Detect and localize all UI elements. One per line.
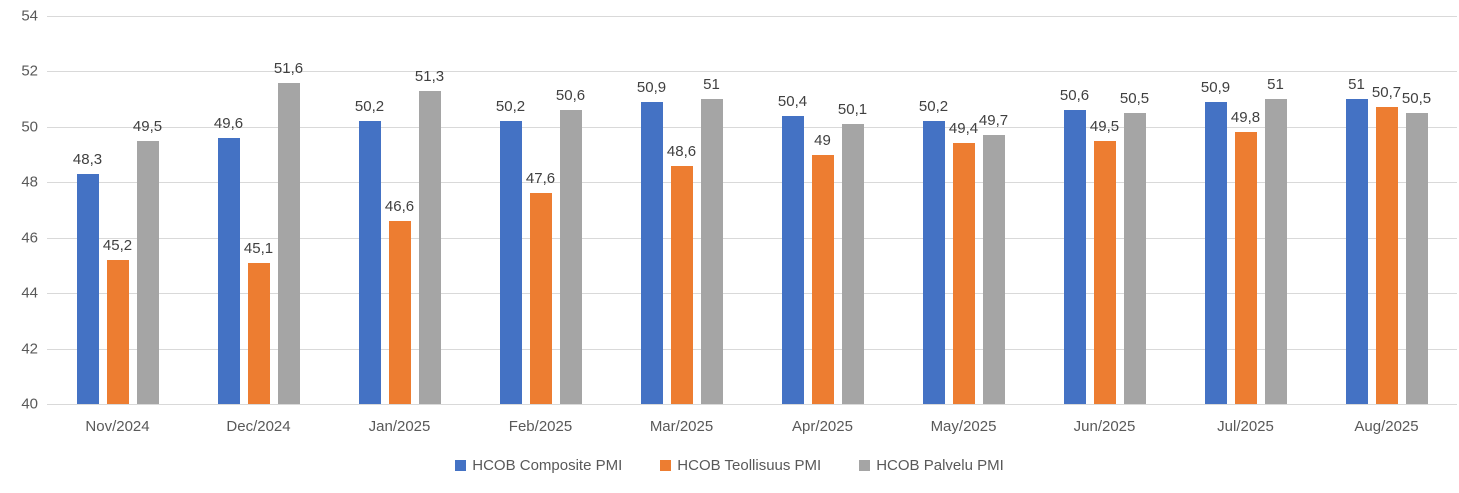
data-label: 50,1 [837, 101, 868, 119]
bar-dec-2024-series-2 [277, 82, 300, 404]
gridline-48 [47, 182, 1457, 184]
bar-jul-2025-series-0 [1204, 101, 1227, 404]
data-label: 48,3 [72, 150, 103, 168]
data-label: 50,7 [1371, 84, 1402, 102]
bar-jun-2025-series-2 [1123, 113, 1146, 404]
bar-aug-2025-series-2 [1405, 113, 1428, 404]
gridline-52 [47, 71, 1457, 73]
data-label: 51 [1267, 76, 1284, 94]
gridline-46 [47, 237, 1457, 239]
data-label: 45,2 [102, 236, 133, 254]
bar-mar-2025-series-0 [640, 101, 663, 404]
data-label: 45,1 [243, 239, 274, 257]
x-tick-label: Feb/2025 [508, 418, 573, 435]
legend-label: HCOB Teollisuus PMI [677, 457, 822, 474]
bar-jan-2025-series-0 [358, 121, 381, 404]
x-tick-label: Mar/2025 [649, 418, 714, 435]
x-tick-label: Jun/2025 [1073, 418, 1136, 435]
data-label: 51,6 [273, 59, 304, 77]
legend-swatch-icon [660, 460, 672, 471]
data-label: 49,6 [213, 114, 244, 132]
bar-nov-2024-series-2 [136, 140, 159, 404]
bar-aug-2025-series-1 [1375, 107, 1398, 404]
data-label: 49,7 [978, 112, 1009, 130]
data-label: 50,5 [1401, 90, 1432, 107]
data-label: 50,4 [777, 92, 808, 110]
data-label: 47,6 [525, 170, 556, 188]
data-label: 50,2 [495, 98, 526, 116]
data-label: 49,5 [1089, 117, 1120, 135]
y-tick-label: 44 [21, 284, 38, 302]
bar-jul-2025-series-2 [1264, 99, 1287, 404]
bar-jun-2025-series-1 [1093, 140, 1116, 404]
bar-mar-2025-series-2 [700, 99, 723, 404]
bar-jun-2025-series-0 [1063, 110, 1086, 404]
x-tick-label: May/2025 [930, 418, 997, 435]
bar-feb-2025-series-2 [559, 110, 582, 404]
bar-dec-2024-series-0 [217, 137, 240, 404]
data-label: 50,2 [918, 98, 949, 116]
bar-may-2025-series-0 [922, 121, 945, 404]
data-label: 50,2 [354, 98, 385, 116]
bar-apr-2025-series-2 [841, 124, 864, 404]
bar-aug-2025-series-0 [1345, 99, 1368, 404]
data-label: 50,6 [555, 87, 586, 105]
y-tick-label: 48 [21, 173, 38, 191]
legend-item-2: HCOB Palvelu PMI [859, 457, 1004, 474]
data-label: 50,5 [1119, 90, 1150, 107]
y-tick-label: 54 [21, 7, 38, 25]
y-tick-label: 50 [21, 118, 38, 136]
data-label: 49 [814, 131, 831, 149]
data-label: 49,8 [1230, 109, 1261, 127]
bar-apr-2025-series-0 [781, 115, 804, 404]
x-tick-label: Nov/2024 [85, 418, 150, 435]
data-label: 51,3 [414, 67, 445, 85]
data-label: 48,6 [666, 142, 697, 160]
data-label: 51 [703, 76, 720, 94]
x-tick-label: Dec/2024 [226, 418, 291, 435]
legend-label: HCOB Composite PMI [472, 457, 623, 474]
chart-legend: HCOB Composite PMI HCOB Teollisuus PMI HCO… [0, 457, 1459, 474]
gridline-40 [47, 404, 1457, 405]
gridline-54 [47, 16, 1457, 17]
legend-swatch-icon [455, 460, 467, 471]
legend-item-1: HCOB Teollisuus PMI [660, 457, 821, 474]
bar-may-2025-series-1 [952, 143, 975, 404]
y-tick-label: 46 [21, 229, 38, 247]
bar-feb-2025-series-1 [529, 193, 552, 404]
legend-swatch-icon [859, 460, 871, 471]
x-tick-label: Aug/2025 [1354, 418, 1419, 435]
y-tick-label: 52 [21, 62, 38, 80]
bar-jul-2025-series-1 [1234, 132, 1257, 404]
bar-may-2025-series-2 [982, 135, 1005, 404]
legend-label: HCOB Palvelu PMI [876, 457, 1004, 474]
bar-nov-2024-series-0 [76, 173, 99, 404]
x-tick-label: Jan/2025 [368, 418, 431, 435]
bar-jan-2025-series-1 [388, 221, 411, 404]
y-tick-label: 40 [21, 395, 38, 413]
bar-nov-2024-series-1 [106, 259, 129, 404]
gridline-44 [47, 293, 1457, 295]
bar-mar-2025-series-1 [670, 165, 693, 404]
x-tick-label: Jul/2025 [1217, 418, 1274, 435]
data-label: 50,9 [1200, 78, 1231, 96]
gridline-42 [47, 348, 1457, 350]
bar-jan-2025-series-2 [418, 90, 441, 404]
x-tick-label: Apr/2025 [792, 418, 853, 435]
bar-feb-2025-series-0 [499, 121, 522, 404]
y-tick-label: 42 [21, 340, 38, 358]
gridline-50 [47, 126, 1457, 128]
data-label: 50,6 [1059, 87, 1090, 105]
bar-apr-2025-series-1 [811, 154, 834, 404]
data-label: 50,9 [636, 78, 667, 96]
data-label: 49,5 [132, 117, 163, 135]
data-label: 51 [1348, 76, 1365, 94]
legend-item-0: HCOB Composite PMI [455, 457, 622, 474]
data-label: 49,4 [948, 120, 979, 138]
data-label: 46,6 [384, 198, 415, 216]
bar-dec-2024-series-1 [247, 262, 270, 404]
